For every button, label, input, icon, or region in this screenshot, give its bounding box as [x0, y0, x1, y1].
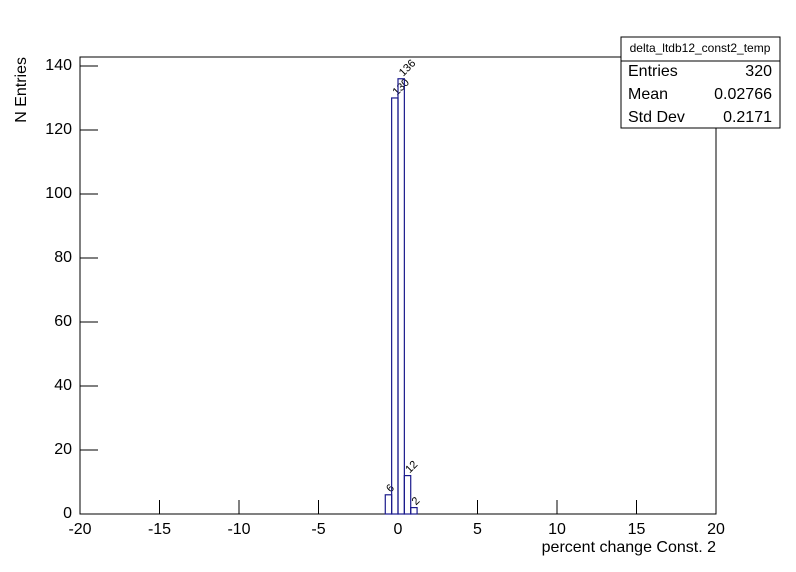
y-tick-label: 60 [54, 313, 72, 330]
stats-title: delta_ltdb12_const2_temp [630, 41, 771, 55]
y-tick-label: 120 [45, 121, 72, 138]
y-tick-label: 20 [54, 441, 72, 458]
x-tick-label: 10 [548, 521, 566, 538]
x-tick-label: 5 [473, 521, 482, 538]
bar [410, 506, 418, 515]
stats-value: 0.02766 [714, 86, 772, 103]
stats-box [620, 36, 781, 129]
x-tick-label: -15 [148, 521, 171, 538]
stats-value: 0.2171 [723, 109, 772, 126]
x-tick-label: -20 [68, 521, 91, 538]
x-tick-label: 20 [707, 521, 725, 538]
y-tick-label: 100 [45, 185, 72, 202]
x-tick-label: 15 [628, 521, 646, 538]
x-tick-label: -10 [227, 521, 250, 538]
y-axis-label: N Entries [13, 57, 30, 123]
y-tick-label: 80 [54, 249, 72, 266]
y-tick-label: 40 [54, 377, 72, 394]
bar [403, 474, 412, 515]
stats-value: 320 [745, 63, 772, 80]
y-tick-label: 0 [63, 505, 72, 522]
x-tick-label: 0 [394, 521, 403, 538]
bar [397, 78, 405, 515]
x-tick-label: -5 [311, 521, 325, 538]
stats-label: Entries [628, 63, 678, 80]
x-axis-label: percent change Const. 2 [542, 539, 716, 556]
stats-label: Mean [628, 86, 668, 103]
y-tick-label: 140 [45, 57, 72, 74]
stats-label: Std Dev [628, 109, 685, 126]
